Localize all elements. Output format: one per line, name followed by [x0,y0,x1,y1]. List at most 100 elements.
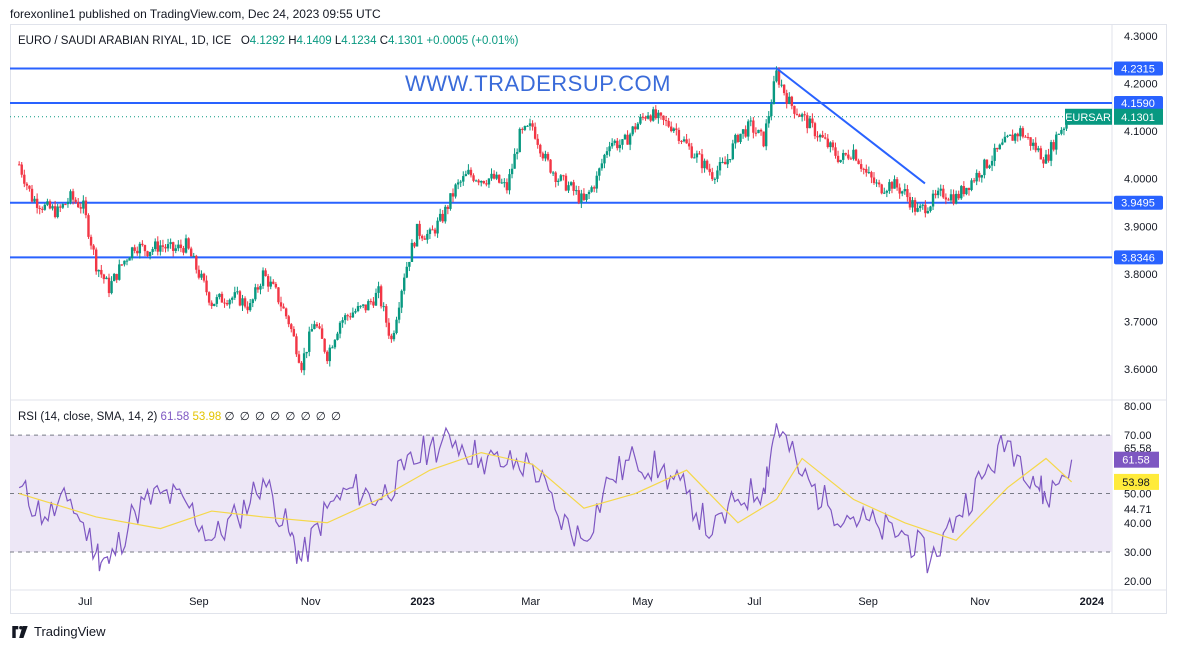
candle-body [246,306,249,311]
footer[interactable]: TradingView [10,624,106,639]
candle-body [672,128,675,132]
close-value: 4.1301 [388,35,424,47]
candle-body [385,306,388,323]
candle-body [423,238,426,240]
candle-body [936,190,940,196]
candle-body [965,187,968,195]
price-tick-label: 4.1000 [1124,126,1158,138]
candle-body [215,297,219,304]
candle-body [241,298,244,306]
candle-body [580,193,583,203]
candle-body [628,134,632,145]
candle-body [159,245,162,252]
candle-body [254,287,257,300]
candle-body [43,204,47,210]
candle-body [996,147,999,150]
candle-body [826,138,829,148]
candle-body [757,129,760,134]
candle-body [528,123,532,126]
candle-body [931,193,935,207]
candle-body [143,245,147,252]
candle-body [400,290,403,308]
candle-body [554,172,557,182]
candle-body [911,200,914,208]
candle-body [1037,148,1040,151]
candle-body [782,84,786,94]
candle-body [33,198,36,202]
candle-body [431,229,434,231]
candle-body [875,182,878,184]
candle-body [120,264,124,266]
candle-body [251,299,254,304]
candle-body [1044,154,1048,164]
symbol-label: EURO / SAUDI ARABIAN RIYAL, 1D, ICE [18,35,232,47]
candle-body [249,303,252,311]
candle-body [539,144,542,154]
candle-body [562,175,565,177]
price-tick-label: 4.0000 [1124,174,1158,186]
candle-body [169,242,172,245]
candle-body [469,169,473,176]
candle-body [441,213,444,222]
rsi-tick-label: 20.00 [1124,576,1152,588]
candle-body [541,153,545,159]
candle-body [451,193,455,197]
candle-body [408,261,411,267]
candle-body [377,286,380,293]
candle-body [41,208,44,210]
candle-body [788,96,791,104]
candle-body [559,175,563,181]
candle-body [367,301,370,311]
time-tick-label: 2024 [1080,596,1105,608]
candle-body [184,238,188,253]
candle-body [970,180,973,191]
candle-body [259,285,262,290]
candle-body [433,229,437,234]
candle-body [803,114,806,116]
candle-body [364,304,367,311]
current-price-label: 4.1301 [1121,112,1155,124]
candle-body [515,152,519,154]
candle-body [395,319,398,334]
candle-body [533,126,537,139]
candle-body [295,336,298,355]
candle-body [734,134,737,144]
candle-body [780,84,783,86]
candle-body [551,172,555,174]
candle-body [179,244,183,249]
candle-body [906,189,909,198]
candle-body [46,201,49,205]
candle-body [74,199,77,203]
candle-body [1021,128,1025,137]
candle-body [490,173,493,179]
candle-body [557,180,560,182]
candle-body [243,298,247,307]
candle-body [77,202,80,208]
candle-body [934,193,937,196]
candle-body [305,351,308,354]
candle-body [705,160,709,169]
time-tick-label: Nov [301,596,321,608]
candle-body [526,125,529,127]
candle-body [939,188,942,191]
candle-body [824,137,827,139]
candle-body [898,187,901,194]
rsi-legend: RSI (14, close, SMA, 14, 2) 61.58 53.98 … [18,409,342,423]
candle-body [862,168,865,170]
candle-body [328,347,331,362]
candle-body [382,306,385,308]
candle-body [413,242,416,247]
candle-body [1011,134,1014,141]
symbol-tag [1065,108,1112,125]
candle-body [326,351,329,362]
candle-body [66,201,70,205]
candle-body [436,220,439,234]
candle-body [872,177,876,183]
candle-body [978,172,981,178]
candle-body [282,306,285,309]
candle-body [510,168,514,175]
candle-body [287,316,290,325]
candle-body [1013,133,1017,141]
candle-body [205,280,208,293]
